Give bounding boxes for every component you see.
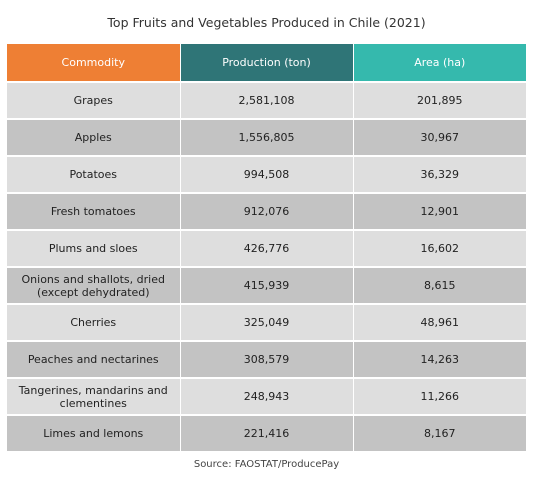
header-commodity: Commodity: [7, 44, 181, 82]
table-row: Potatoes 994,508 36,329: [7, 155, 526, 193]
table-row: Fresh tomatoes 912,076 12,901: [7, 192, 526, 230]
cell-commodity: Peaches and nectarines: [7, 340, 181, 378]
cell-commodity: Grapes: [7, 81, 181, 119]
cell-area: 14,263: [353, 340, 526, 378]
table-row: Grapes 2,581,108 201,895: [7, 81, 526, 119]
cell-production: 248,943: [180, 377, 354, 415]
cell-area: 30,967: [353, 118, 526, 156]
cell-commodity: Apples: [7, 118, 181, 156]
cell-production: 912,076: [180, 192, 354, 230]
cell-area: 36,329: [353, 155, 526, 193]
table-row: Tangerines, mandarins and clementines 24…: [7, 377, 526, 415]
table-row: Apples 1,556,805 30,967: [7, 118, 526, 156]
header-area: Area (ha): [353, 44, 526, 82]
cell-production: 1,556,805: [180, 118, 354, 156]
cell-production: 415,939: [180, 266, 354, 304]
cell-area: 48,961: [353, 303, 526, 341]
cell-area: 8,167: [353, 414, 526, 451]
cell-commodity: Limes and lemons: [7, 414, 181, 451]
cell-commodity: Cherries: [7, 303, 181, 341]
table-title: Top Fruits and Vegetables Produced in Ch…: [107, 15, 426, 30]
table-row: Limes and lemons 221,416 8,167: [7, 414, 526, 451]
cell-area: 201,895: [353, 81, 526, 119]
cell-production: 221,416: [180, 414, 354, 451]
cell-area: 16,602: [353, 229, 526, 267]
cell-production: 308,579: [180, 340, 354, 378]
table-row: Plums and sloes 426,776 16,602: [7, 229, 526, 267]
cell-production: 325,049: [180, 303, 354, 341]
cell-production: 994,508: [180, 155, 354, 193]
cell-production: 2,581,108: [180, 81, 354, 119]
cell-commodity: Onions and shallots, dried (except dehyd…: [7, 266, 181, 304]
cell-area: 8,615: [353, 266, 526, 304]
cell-commodity: Tangerines, mandarins and clementines: [7, 377, 181, 415]
cell-commodity: Fresh tomatoes: [7, 192, 181, 230]
header-production: Production (ton): [180, 44, 354, 82]
cell-area: 12,901: [353, 192, 526, 230]
table-row: Cherries 325,049 48,961: [7, 303, 526, 341]
production-table: Commodity Production (ton) Area (ha) Gra…: [7, 44, 526, 451]
source-note: Source: FAOSTAT/ProducePay: [193, 459, 340, 470]
cell-commodity: Plums and sloes: [7, 229, 181, 267]
cell-commodity: Potatoes: [7, 155, 181, 193]
cell-area: 11,266: [353, 377, 526, 415]
header-row: Commodity Production (ton) Area (ha): [7, 44, 526, 82]
cell-production: 426,776: [180, 229, 354, 267]
table-row: Onions and shallots, dried (except dehyd…: [7, 266, 526, 304]
table-row: Peaches and nectarines 308,579 14,263: [7, 340, 526, 378]
